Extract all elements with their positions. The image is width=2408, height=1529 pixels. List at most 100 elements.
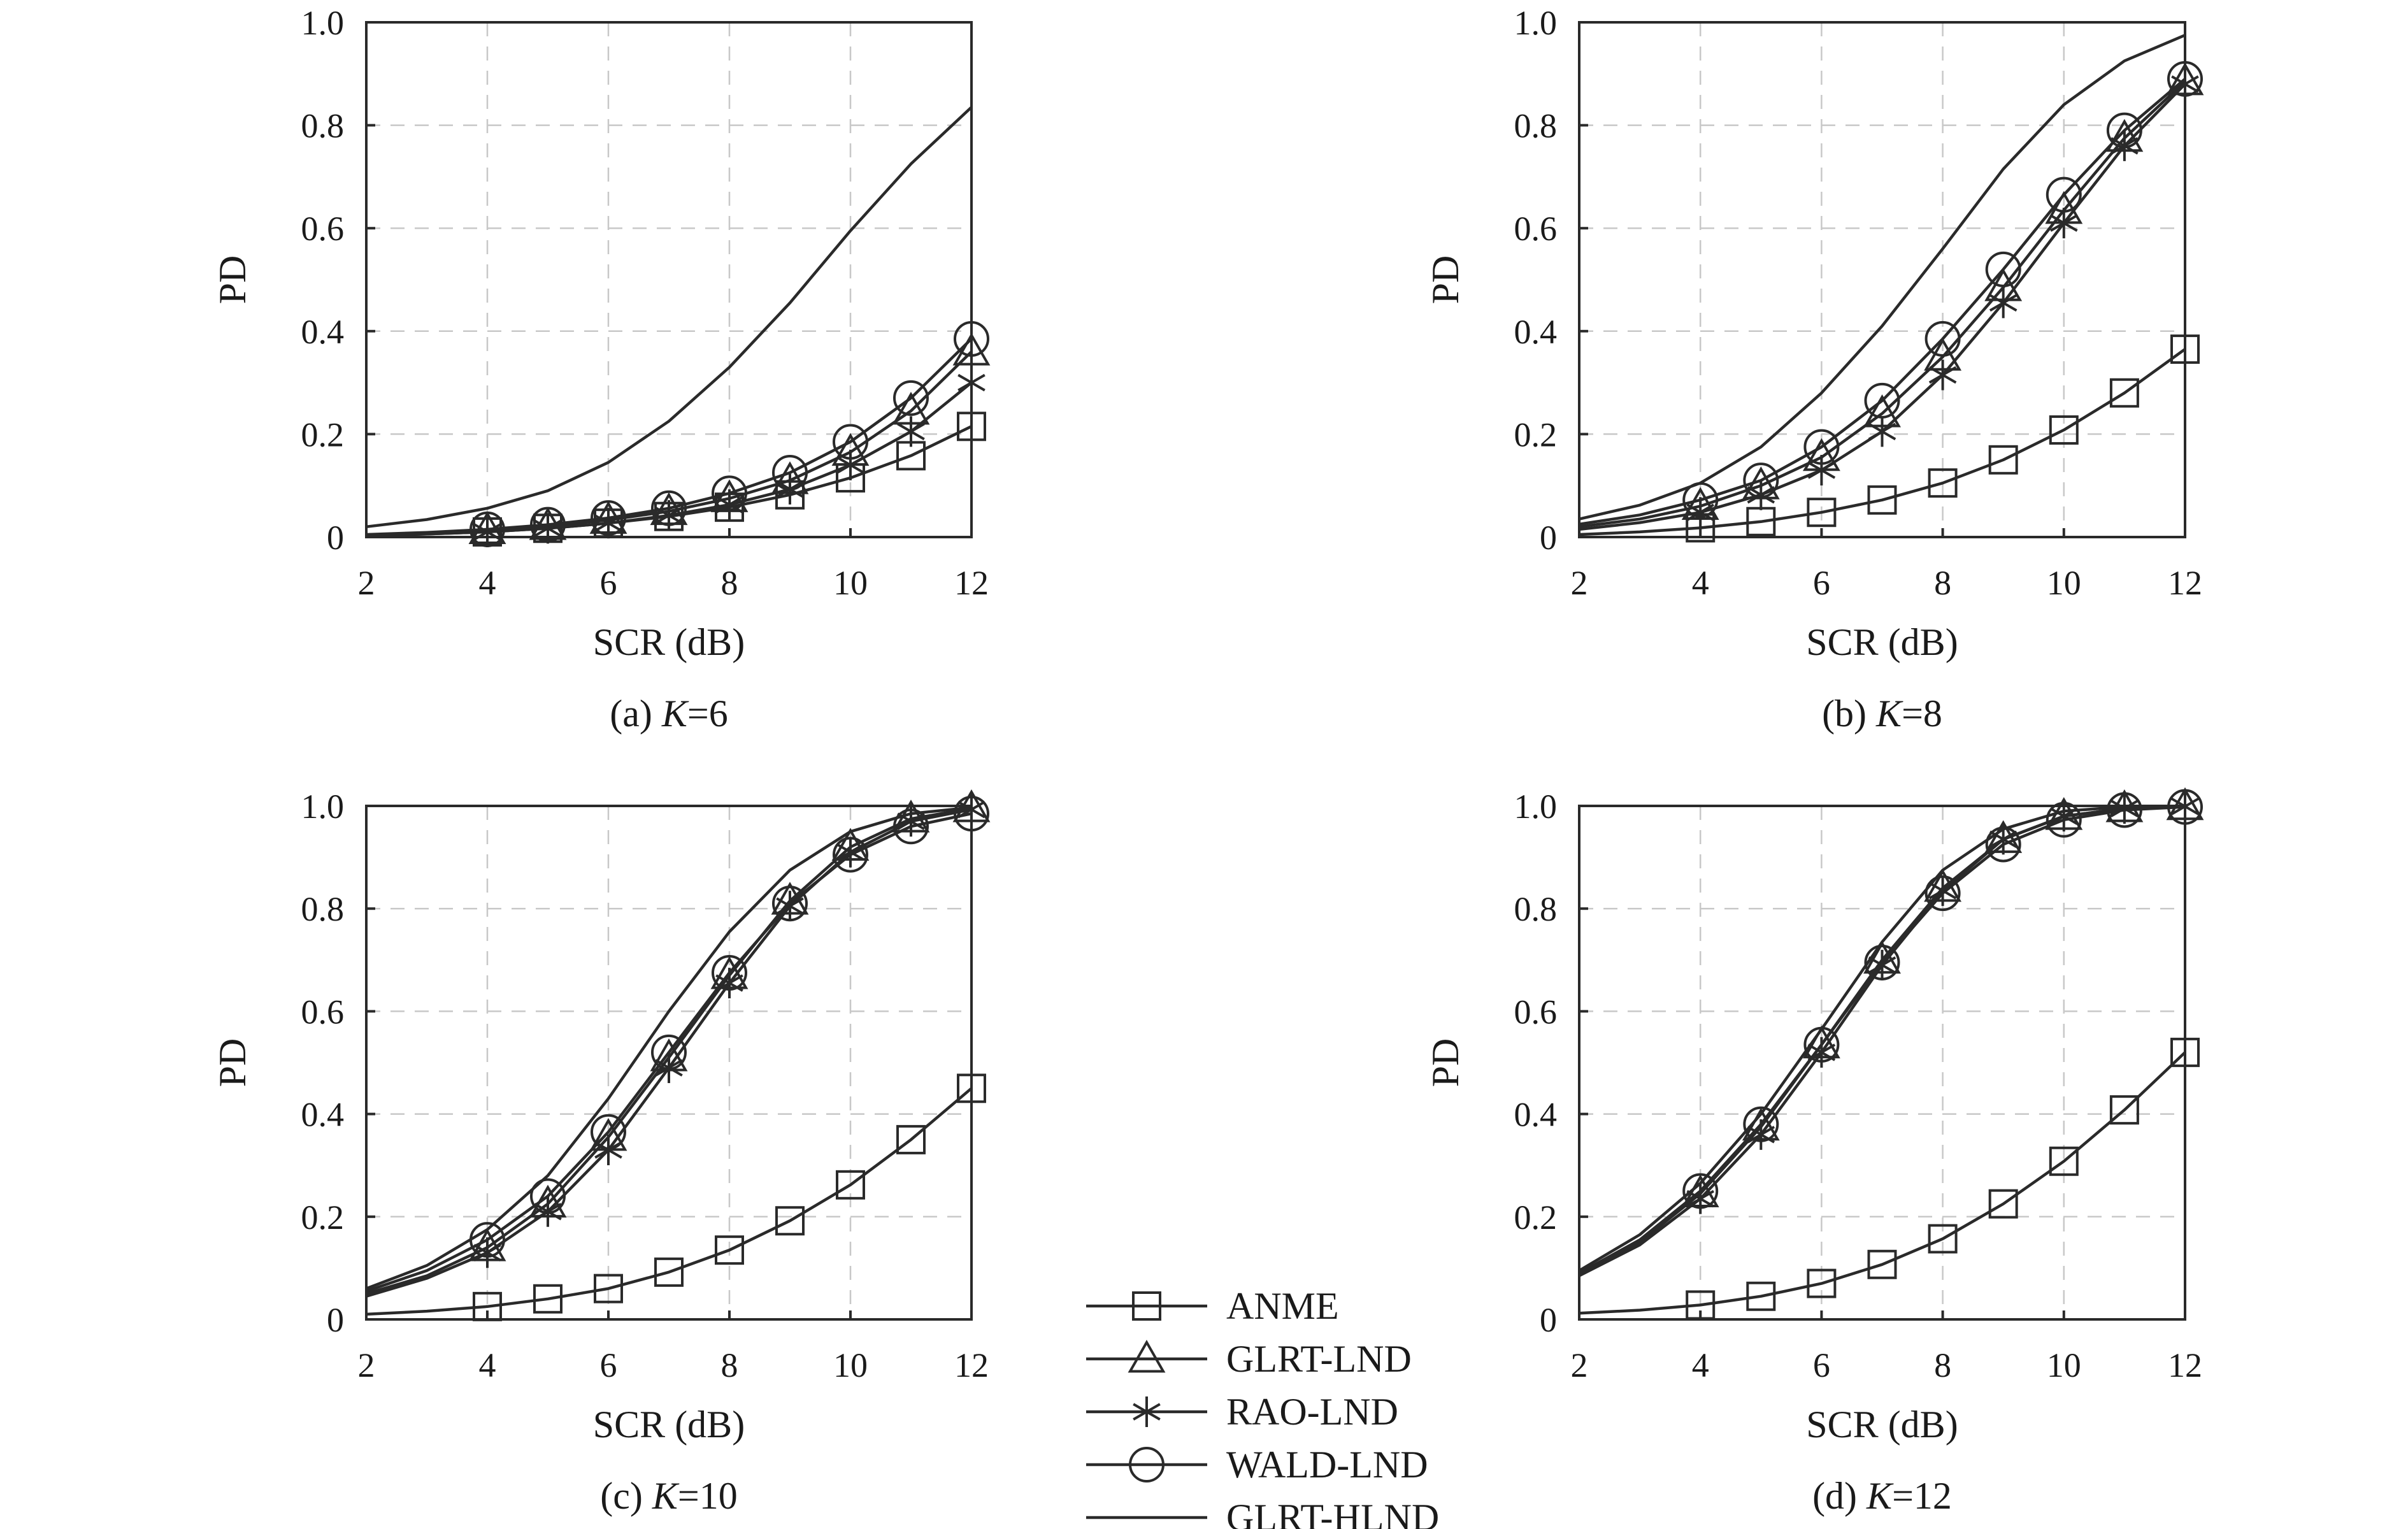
x-axis-label: SCR (dB) bbox=[593, 621, 745, 663]
y-tick-label: 0.2 bbox=[301, 1198, 345, 1237]
y-tick-label: 0.2 bbox=[1514, 415, 1558, 454]
x-tick-label: 12 bbox=[954, 564, 989, 602]
data-point-wald-lnd bbox=[2106, 112, 2142, 148]
legend-entry-rao-lnd: RAO-LND bbox=[1086, 1391, 1398, 1433]
data-point-wald-lnd bbox=[651, 490, 687, 526]
x-tick-label: 2 bbox=[1571, 564, 1588, 602]
caption-variable: K bbox=[1866, 1475, 1894, 1517]
data-point-rao-lnd bbox=[1807, 454, 1836, 485]
x-tick-label: 4 bbox=[1692, 564, 1709, 602]
data-point-anme bbox=[1867, 485, 1897, 515]
data-point-wald-lnd bbox=[1864, 382, 1900, 419]
asterisk-stroke bbox=[1989, 830, 2017, 849]
y-tick-label: 0 bbox=[327, 1301, 344, 1339]
asterisk-stroke bbox=[1807, 461, 1836, 479]
legend-marker-circle bbox=[1129, 1447, 1165, 1482]
data-point-anme bbox=[2049, 1146, 2079, 1176]
asterisk-stroke bbox=[776, 897, 804, 915]
x-tick-label: 12 bbox=[2168, 564, 2202, 602]
legend-marker-square bbox=[1132, 1291, 1161, 1321]
y-tick-label: 1.0 bbox=[1514, 4, 1558, 42]
asterisk-stroke bbox=[1989, 294, 2017, 312]
caption-prefix: (b) bbox=[1822, 693, 1876, 735]
data-point-wald-lnd bbox=[1743, 463, 1779, 499]
data-point-anme bbox=[654, 1257, 684, 1287]
asterisk-stroke bbox=[836, 843, 864, 861]
y-tick-label: 0.8 bbox=[301, 890, 345, 928]
data-point-rao-lnd bbox=[715, 489, 743, 520]
x-tick-label: 12 bbox=[2168, 1346, 2202, 1384]
data-point-anme bbox=[1928, 1224, 1958, 1254]
asterisk-stroke bbox=[2050, 214, 2078, 232]
asterisk-stroke bbox=[594, 514, 622, 532]
data-point-wald-lnd bbox=[1985, 251, 2021, 287]
legend-entry-anme: ANME bbox=[1086, 1285, 1339, 1327]
data-point-wald-lnd bbox=[530, 506, 566, 543]
legend-label: WALD-LND bbox=[1226, 1444, 1428, 1486]
asterisk-stroke bbox=[1928, 366, 1957, 384]
asterisk-stroke bbox=[897, 812, 925, 830]
legend-marker-asterisk bbox=[1133, 1396, 1161, 1427]
data-point-rao-lnd bbox=[1928, 359, 1957, 391]
caption-variable: K bbox=[1875, 693, 1903, 735]
asterisk-stroke bbox=[2111, 800, 2139, 817]
data-point-wald-lnd bbox=[712, 954, 747, 991]
data-point-wald-lnd bbox=[833, 836, 868, 873]
data-point-anme bbox=[2049, 415, 2079, 445]
series-line-glrt-lnd bbox=[1578, 805, 2186, 1275]
asterisk-stroke bbox=[2050, 807, 2078, 825]
data-point-rao-lnd bbox=[1989, 287, 2017, 319]
caption-variable: K bbox=[661, 693, 689, 735]
y-tick-label: 0 bbox=[1540, 519, 1557, 557]
x-tick-label: 6 bbox=[600, 1346, 617, 1384]
data-point-rao-lnd bbox=[1747, 479, 1775, 510]
series-line-wald-lnd bbox=[1579, 78, 2186, 526]
caption-value: =8 bbox=[1902, 693, 1942, 735]
legend-label: ANME bbox=[1226, 1285, 1339, 1327]
chart-panel-a: 2 4 6 8 10 12 0 0.2 0.4 0.6 0.8 1.0 SCR (dB) PD (a) K=… bbox=[211, 4, 991, 735]
data-point-wald-lnd bbox=[1682, 1173, 1719, 1209]
series-line-rao-lnd bbox=[1579, 83, 2186, 531]
chart-panel-c: 2 4 6 8 10 12 0 0.2 0.4 0.6 0.8 1.0 SCR (dB) PD (c) K=… bbox=[211, 787, 991, 1517]
asterisk-stroke bbox=[655, 506, 683, 524]
y-tick-label: 0.6 bbox=[301, 993, 345, 1031]
y-tick-label: 1.0 bbox=[301, 787, 345, 826]
data-point-anme bbox=[533, 1284, 563, 1314]
plot-frame bbox=[365, 805, 973, 1321]
y-tick-label: 0 bbox=[327, 519, 344, 557]
data-point-wald-lnd bbox=[1924, 320, 1961, 357]
data-point-wald-lnd bbox=[1803, 1026, 1840, 1063]
series-line-glrt-hlnd bbox=[366, 106, 973, 529]
series-line-wald-lnd bbox=[1578, 805, 2186, 1275]
series-line-glrt-hlnd bbox=[366, 806, 972, 1290]
plot-frame bbox=[1578, 21, 2186, 538]
y-tick-label: 0.6 bbox=[1514, 210, 1558, 248]
x-tick-label: 10 bbox=[2047, 1346, 2081, 1384]
x-tick-label: 4 bbox=[479, 1346, 496, 1384]
asterisk-stroke bbox=[836, 456, 864, 474]
y-axis-label: PD bbox=[1424, 1038, 1466, 1088]
data-point-wald-lnd bbox=[2106, 792, 2142, 828]
data-point-anme bbox=[1867, 1249, 1897, 1279]
x-tick-label: 10 bbox=[833, 564, 868, 602]
series-line-anme bbox=[1579, 348, 2186, 536]
y-axis-label: PD bbox=[211, 1038, 254, 1088]
y-tick-label: 1.0 bbox=[1514, 787, 1558, 826]
legend-label: GLRT-LND bbox=[1226, 1338, 1412, 1380]
x-tick-label: 8 bbox=[1934, 564, 1951, 602]
data-point-wald-lnd bbox=[833, 424, 868, 460]
legend-marker-triangle bbox=[1128, 1339, 1166, 1373]
data-point-anme bbox=[594, 1274, 623, 1303]
x-axis-label: SCR (dB) bbox=[593, 1403, 745, 1446]
y-tick-label: 0.6 bbox=[301, 210, 345, 248]
x-axis-label: SCR (dB) bbox=[1806, 621, 1958, 663]
caption-value: =12 bbox=[1892, 1475, 1952, 1517]
asterisk-stroke bbox=[897, 422, 925, 441]
caption-variable: K bbox=[652, 1475, 680, 1517]
data-point-anme bbox=[896, 1124, 926, 1154]
data-point-anme bbox=[1988, 1189, 2018, 1219]
data-point-anme bbox=[1807, 498, 1837, 528]
x-axis-label: SCR (dB) bbox=[1806, 1403, 1958, 1446]
series-line-wald-lnd bbox=[366, 812, 972, 1293]
asterisk-stroke bbox=[1747, 486, 1775, 504]
